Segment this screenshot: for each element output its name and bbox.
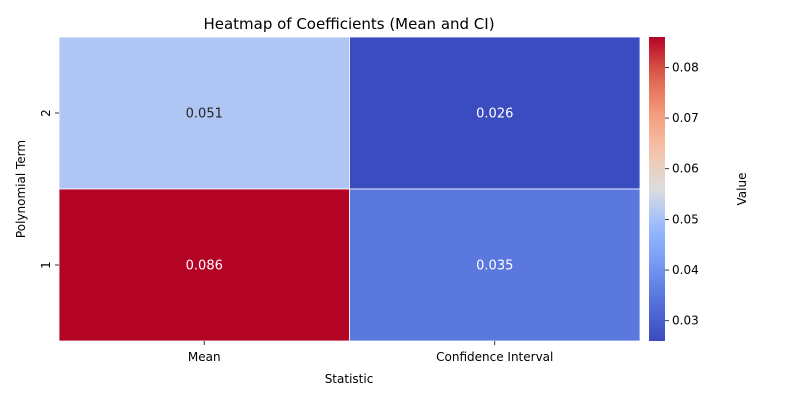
colorbar-tick-label: 0.04 — [672, 263, 699, 277]
colorbar — [649, 37, 665, 341]
heatmap-cell — [58, 36, 350, 190]
x-tick-label: Confidence Interval — [436, 350, 553, 364]
colorbar-ticks: 0.03 0.04 0.05 0.06 0.07 0.08 — [665, 60, 699, 328]
y-axis-ticks: 21 — [39, 109, 59, 269]
heatmap-cell — [58, 188, 350, 342]
y-tick-label: 1 — [39, 261, 53, 269]
cell-value-label: 0.026 — [476, 107, 513, 122]
cell-value-label: 0.051 — [186, 107, 223, 122]
cell-value-label: 0.035 — [476, 259, 513, 274]
heatmap-cell-labels: 0.051 0.026 0.086 0.035 — [186, 107, 514, 274]
chart-title: Heatmap of Coefficients (Mean and CI) — [203, 15, 494, 33]
colorbar-tick-label: 0.08 — [672, 60, 699, 74]
heatmap-cell — [349, 188, 641, 342]
cell-value-label: 0.086 — [186, 259, 223, 274]
colorbar-tick-label: 0.03 — [672, 314, 699, 328]
colorbar-label: Value — [735, 173, 749, 206]
heatmap-cell — [349, 36, 641, 190]
heatmap-cells — [58, 36, 641, 342]
y-tick-label: 2 — [39, 109, 53, 117]
colorbar-tick-label: 0.07 — [672, 111, 699, 125]
colorbar-tick-label: 0.06 — [672, 162, 699, 176]
y-axis-label: Polynomial Term — [14, 140, 28, 238]
x-axis-ticks: Mean Confidence Interval — [188, 341, 553, 364]
colorbar-tick-label: 0.05 — [672, 212, 699, 226]
x-axis-label: Statistic — [325, 372, 374, 386]
x-tick-label: Mean — [188, 350, 221, 364]
